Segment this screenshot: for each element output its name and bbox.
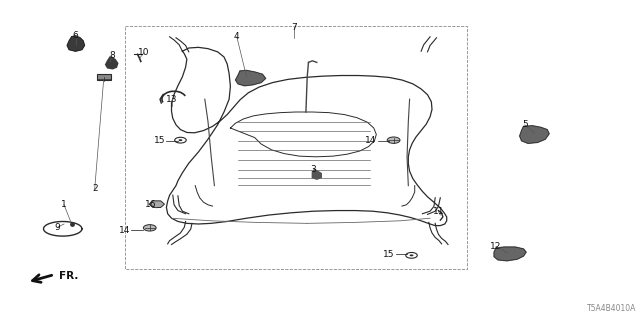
Bar [97,74,111,80]
Polygon shape [520,126,549,143]
Text: 4: 4 [234,32,239,41]
Text: 6: 6 [73,31,78,40]
Text: 16: 16 [145,200,156,209]
Polygon shape [106,57,118,69]
Polygon shape [67,36,84,51]
Circle shape [179,139,182,141]
Text: 8: 8 [109,52,115,60]
Polygon shape [494,247,526,261]
Text: 10: 10 [138,48,150,57]
Text: 15: 15 [154,136,165,145]
Circle shape [406,252,417,258]
Text: 13: 13 [166,95,177,104]
Text: 14: 14 [118,226,130,235]
Text: T5A4B4010A: T5A4B4010A [588,304,637,313]
Text: 12: 12 [490,242,502,251]
Text: 5: 5 [522,120,527,129]
Text: 11: 11 [433,207,444,216]
Text: 3: 3 [311,165,316,174]
Text: 14: 14 [365,136,376,145]
Text: 15: 15 [383,250,394,259]
Text: 9: 9 [55,223,60,232]
Circle shape [387,137,400,143]
Text: 7: 7 [292,23,297,32]
Circle shape [175,137,186,143]
Circle shape [143,225,156,231]
Polygon shape [236,70,266,86]
Text: 1: 1 [61,200,67,209]
Circle shape [410,254,413,256]
Text: 2: 2 [92,184,97,193]
Text: FR.: FR. [59,271,78,281]
Polygon shape [312,170,321,179]
